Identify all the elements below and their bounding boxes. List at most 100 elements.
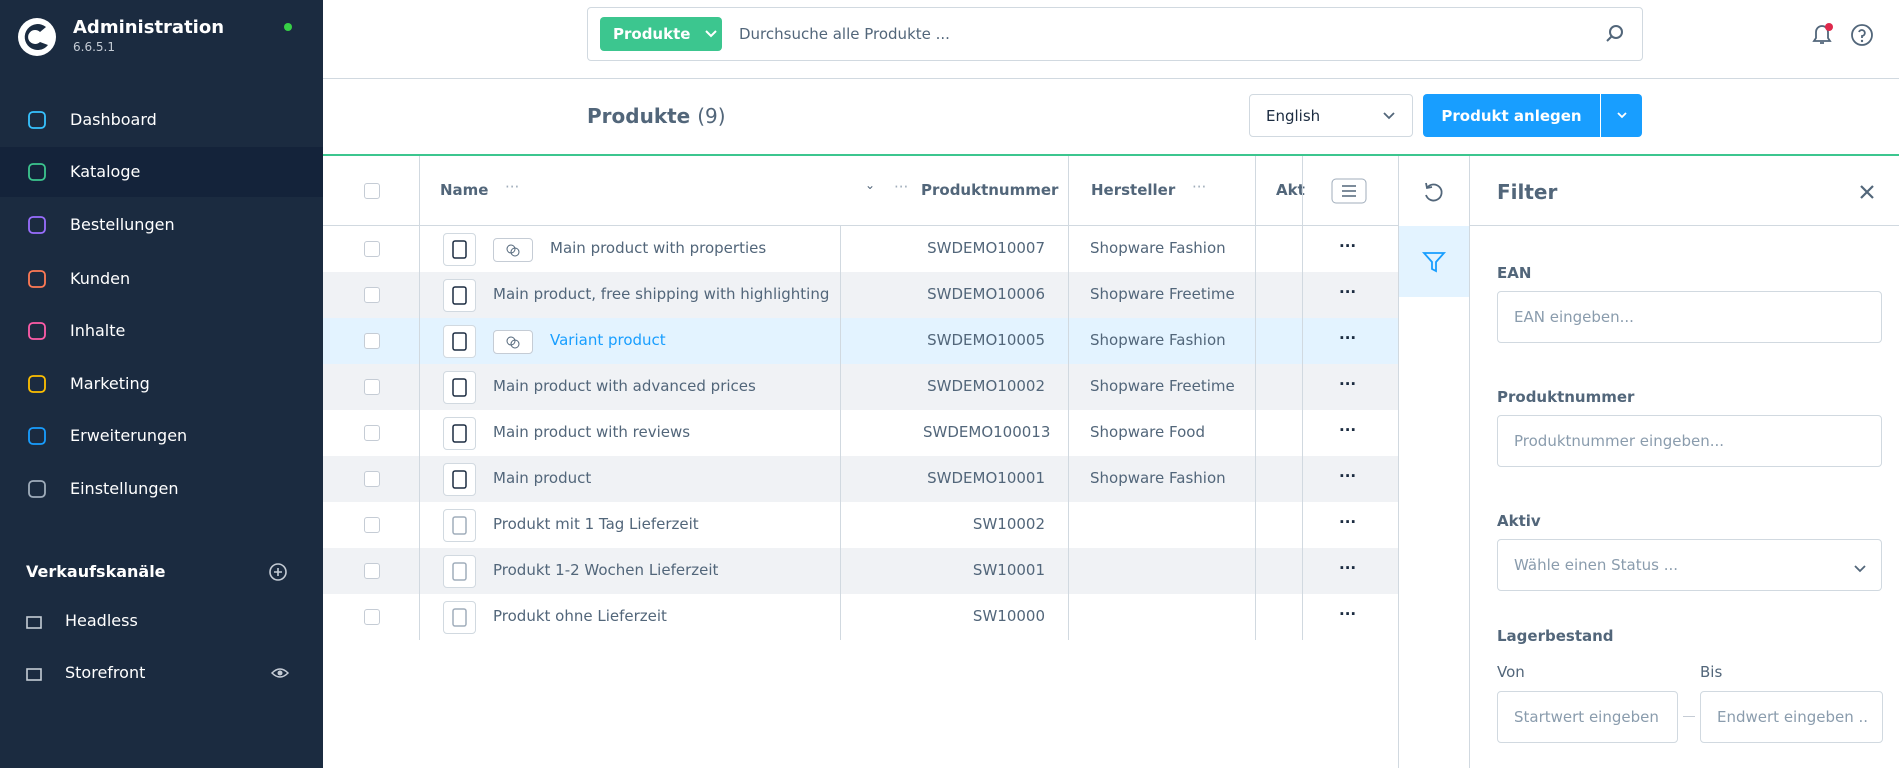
search-scope[interactable]: Produkte — [600, 17, 722, 51]
thumbnail — [443, 417, 476, 450]
product-name[interactable]: Produkt mit 1 Tag Lieferzeit — [493, 515, 699, 533]
help[interactable] — [1849, 22, 1875, 48]
row-actions[interactable]: ··· — [1339, 605, 1357, 623]
filter-label: Lagerbestand — [1497, 627, 1614, 645]
nav-item[interactable]: Einstellungen — [70, 479, 179, 498]
input[interactable]: Startwert eingeben — [1497, 691, 1678, 743]
nav-item[interactable]: Bestellungen — [70, 215, 175, 234]
row[interactable] — [323, 226, 1399, 272]
column-menu[interactable]: ··· — [505, 178, 520, 196]
sort-icon[interactable]: ⌄ — [865, 178, 876, 192]
search-icon[interactable] — [1605, 24, 1625, 44]
product-number: SW10002 — [972, 515, 1045, 533]
column-menu[interactable]: ··· — [894, 178, 909, 196]
column-header[interactable]: Produktnummer — [921, 181, 1059, 199]
input[interactable]: Wähle einen Status ... — [1497, 539, 1882, 591]
row-actions[interactable]: ··· — [1339, 421, 1357, 439]
row-actions[interactable]: ··· — [1339, 559, 1357, 577]
add-channel[interactable] — [268, 562, 288, 582]
product-name[interactable]: Main product with advanced prices — [493, 377, 756, 395]
cell-divider — [419, 548, 420, 594]
row-actions[interactable]: ··· — [1339, 513, 1357, 531]
chevron — [1853, 560, 1867, 573]
product-name[interactable]: Main product with reviews — [493, 423, 691, 441]
close[interactable] — [1859, 184, 1875, 200]
input[interactable]: Produktnummer eingeben... — [1497, 415, 1882, 467]
cell-divider — [1255, 226, 1256, 272]
cell-divider — [1255, 272, 1256, 318]
nav-icon — [26, 425, 48, 447]
checkbox[interactable] — [364, 471, 380, 487]
nav-item[interactable]: Marketing — [70, 374, 150, 393]
visibility[interactable] — [270, 665, 290, 681]
reset-icon[interactable] — [1421, 180, 1447, 206]
column-header[interactable]: Name — [440, 181, 489, 199]
checkbox[interactable] — [364, 517, 380, 533]
checkbox[interactable] — [364, 333, 380, 349]
filter-toggle[interactable] — [1399, 226, 1469, 297]
language-select[interactable]: English — [1249, 94, 1413, 137]
channel-icon — [25, 612, 43, 630]
input[interactable]: EAN eingeben... — [1497, 291, 1882, 343]
product-name[interactable]: Produkt 1-2 Wochen Lieferzeit — [493, 561, 719, 579]
row[interactable] — [323, 364, 1399, 410]
notifications[interactable] — [1809, 22, 1835, 48]
cell-divider — [419, 502, 420, 548]
manufacturer: Shopware Freetime — [1090, 377, 1235, 395]
create-dropdown[interactable] — [1601, 94, 1642, 137]
channel-item[interactable]: Headless — [65, 611, 138, 630]
header — [323, 0, 1899, 79]
checkbox[interactable] — [364, 425, 380, 441]
product-number: SWDEMO10002 — [927, 377, 1045, 395]
channel-icon — [25, 664, 43, 682]
row[interactable] — [323, 502, 1399, 548]
row[interactable] — [323, 410, 1399, 456]
column-menu[interactable]: ··· — [1192, 178, 1207, 196]
cell-divider — [1302, 548, 1303, 594]
filter-label: Produktnummer — [1497, 388, 1635, 406]
nav-item[interactable]: Kunden — [70, 269, 131, 288]
row[interactable] — [323, 272, 1399, 318]
cell-divider — [1068, 364, 1069, 410]
product-name[interactable]: Main product — [493, 469, 592, 487]
channel-item[interactable]: Storefront — [65, 663, 146, 682]
column-settings[interactable] — [1331, 178, 1367, 204]
row-actions[interactable]: ··· — [1339, 283, 1357, 301]
col-divider — [1068, 156, 1069, 226]
nav-icon — [26, 320, 48, 342]
create-label: Produkt anlegen — [1441, 106, 1582, 125]
checkbox[interactable] — [364, 287, 380, 303]
product-name[interactable]: Variant product — [550, 331, 666, 349]
row[interactable] — [323, 548, 1399, 594]
row[interactable] — [323, 456, 1399, 502]
thumbnail — [443, 555, 476, 588]
row[interactable] — [323, 594, 1399, 640]
checkbox[interactable] — [364, 183, 380, 199]
input[interactable]: Endwert eingeben .. — [1700, 691, 1883, 743]
row-actions[interactable]: ··· — [1339, 237, 1357, 255]
search-bar[interactable] — [587, 7, 1643, 61]
product-name[interactable]: Produkt ohne Lieferzeit — [493, 607, 667, 625]
cell-divider — [1255, 456, 1256, 502]
nav-item[interactable]: Inhalte — [70, 321, 126, 340]
checkbox[interactable] — [364, 563, 380, 579]
create-button[interactable]: Produkt anlegen — [1423, 94, 1600, 137]
nav-item[interactable]: Erweiterungen — [70, 426, 188, 445]
product-name[interactable]: Main product, free shipping with highlig… — [493, 285, 830, 303]
column-header[interactable]: Akt — [1276, 181, 1305, 199]
row[interactable] — [323, 318, 1399, 364]
row-actions[interactable]: ··· — [1339, 329, 1357, 347]
product-name[interactable]: Main product with properties — [550, 239, 767, 257]
column-header[interactable]: Hersteller — [1091, 181, 1176, 199]
nav-icon — [26, 161, 48, 183]
checkbox[interactable] — [364, 379, 380, 395]
placeholder: Startwert eingeben — [1514, 708, 1659, 726]
row-actions[interactable]: ··· — [1339, 375, 1357, 393]
row-actions[interactable]: ··· — [1339, 467, 1357, 485]
checkbox[interactable] — [364, 241, 380, 257]
checkbox[interactable] — [364, 609, 380, 625]
nav-item[interactable]: Kataloge — [70, 162, 141, 181]
nav-item[interactable]: Dashboard — [70, 110, 157, 129]
app-title: Administration — [73, 17, 225, 38]
